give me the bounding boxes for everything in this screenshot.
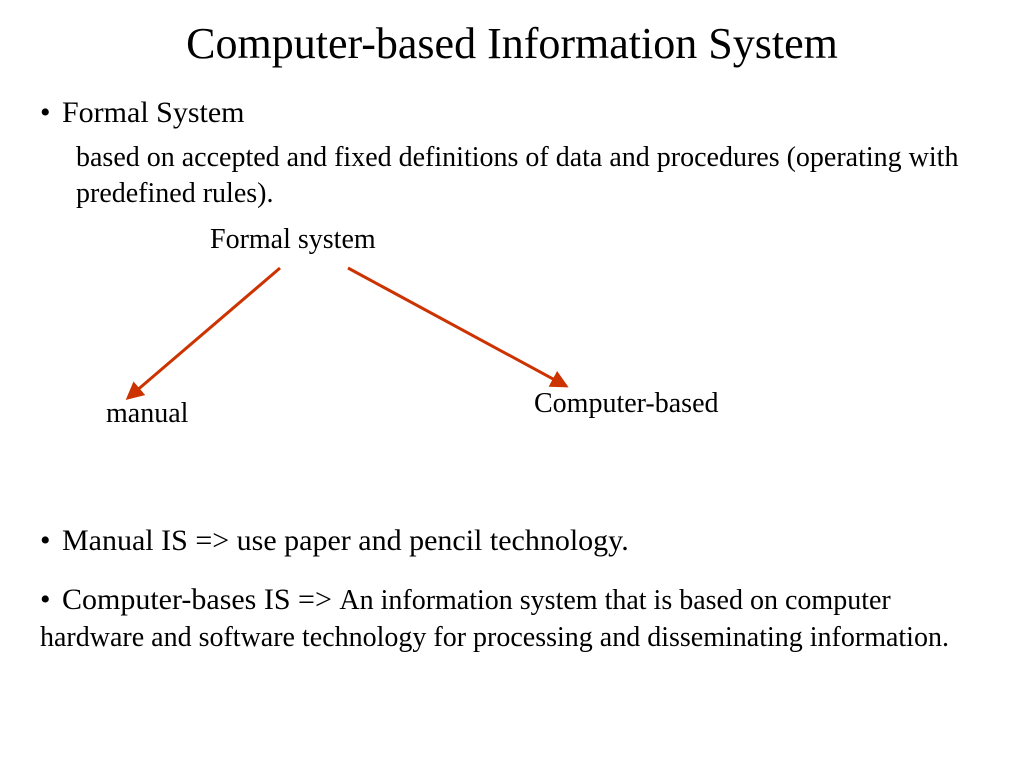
bullet-formal-label: Formal System <box>62 96 245 129</box>
bullet-manual-text: Manual IS => use paper and pencil techno… <box>62 524 629 557</box>
slide: Computer-based Information System •Forma… <box>0 0 1024 768</box>
bullet-cbis-lead: Computer-bases IS => <box>62 583 339 616</box>
arrow-left <box>128 268 280 398</box>
diagram-right-label: Computer-based <box>534 388 719 420</box>
bullet-dot-icon: • <box>40 580 62 620</box>
bullet-formal-system: •Formal System <box>40 96 245 130</box>
formal-system-description: based on accepted and fixed definitions … <box>76 140 976 212</box>
diagram-root-label: Formal system <box>210 224 376 256</box>
bullet-dot-icon: • <box>40 524 62 558</box>
slide-title: Computer-based Information System <box>0 18 1024 69</box>
bullet-dot-icon: • <box>40 96 62 130</box>
diagram-left-label: manual <box>106 398 188 430</box>
arrow-right <box>348 268 566 386</box>
bullet-manual-is: •Manual IS => use paper and pencil techn… <box>40 524 629 558</box>
bullet-cbis: •Computer-bases IS => An information sys… <box>40 580 960 657</box>
